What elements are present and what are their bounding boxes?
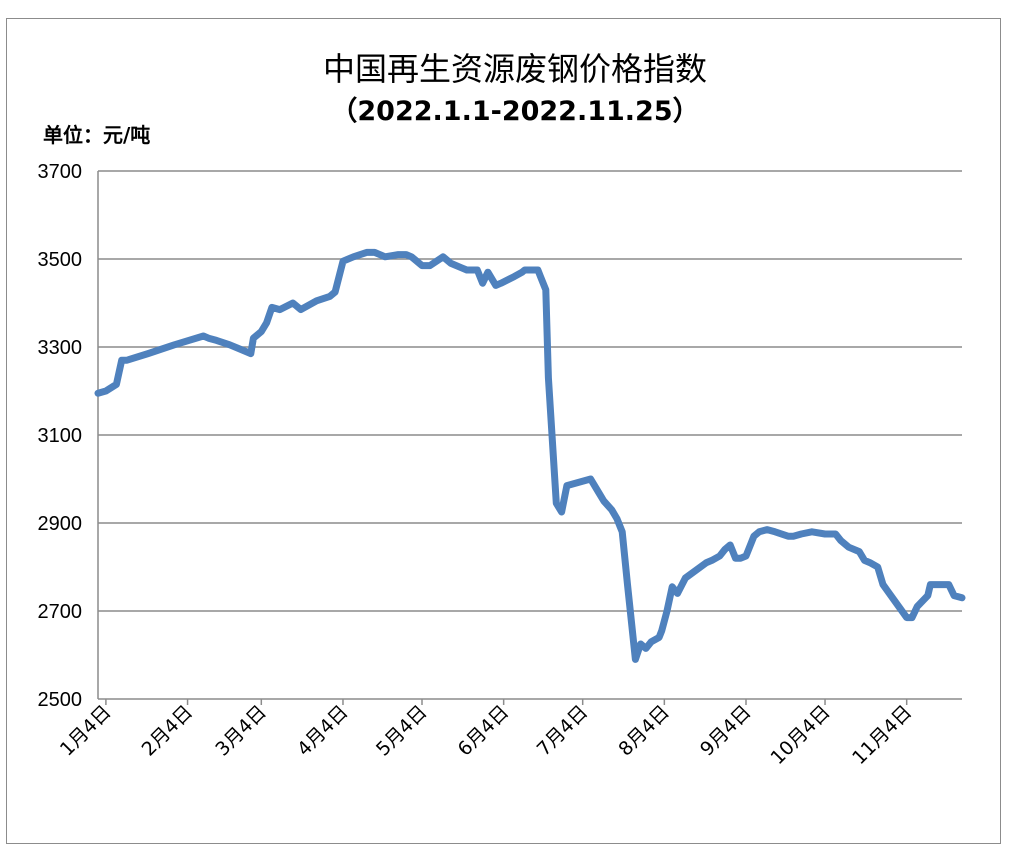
chart-title: 中国再生资源废钢价格指数: [323, 50, 707, 88]
x-tick-label: 6月4日: [454, 701, 514, 761]
y-tick-label: 3100: [38, 425, 83, 447]
y-tick-label: 2700: [38, 601, 83, 623]
x-axis-ticks: 1月4日 2月4日 3月4日 4月4日 5月4日 6月4日 7月4日 8月4日 9月4日 10月4…: [56, 699, 916, 769]
x-tick-label: 9月4日: [696, 701, 756, 761]
y-tick-label: 2900: [38, 513, 83, 535]
y-tick-label: 3300: [38, 337, 83, 359]
x-tick-label: 7月4日: [533, 701, 593, 761]
y-tick-label: 3500: [38, 249, 83, 271]
series-layer: [94, 248, 966, 663]
x-tick-label: 11月4日: [848, 701, 916, 769]
x-tick-label: 3月4日: [211, 701, 271, 761]
x-tick-label: 10月4日: [766, 701, 834, 769]
x-tick-label: 5月4日: [372, 701, 432, 761]
chart-subtitle: （2022.1.1-2022.11.25）: [330, 96, 699, 127]
x-tick-label: 8月4日: [614, 701, 674, 761]
y-axis-ticks: 3700 3500 3300 3100 2900 2700 2500: [38, 161, 83, 711]
y-axis-unit-label: 单位：元/吨: [43, 123, 150, 147]
chart-frame: [6, 18, 1001, 844]
x-tick-label: 4月4日: [293, 701, 353, 761]
series-line: [94, 248, 966, 663]
x-tick-label: 2月4日: [138, 701, 198, 761]
y-tick-label: 2500: [38, 689, 83, 711]
gridlines: [97, 170, 962, 700]
y-tick-label: 3700: [38, 161, 83, 183]
